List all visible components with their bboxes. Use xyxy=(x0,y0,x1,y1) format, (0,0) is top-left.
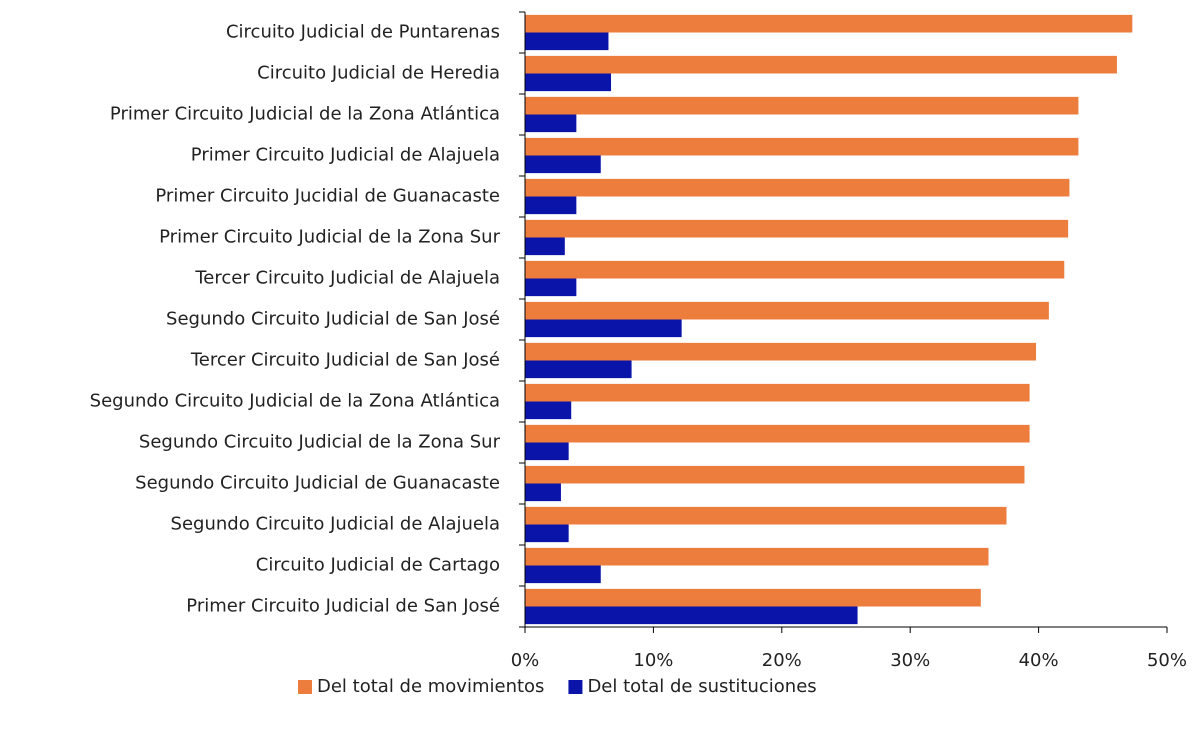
x-tick-label: 0% xyxy=(511,650,540,671)
bar xyxy=(525,178,1070,197)
y-tick-label: Segundo Circuito Judicial de San José xyxy=(166,309,500,330)
bar xyxy=(525,260,1065,279)
bar xyxy=(525,237,565,256)
legend-label: Del total de sustituciones xyxy=(587,676,816,697)
bar xyxy=(525,483,561,502)
y-tick-label: Primer Circuito Jucidial de Guanacaste xyxy=(155,186,500,207)
bar xyxy=(525,73,612,92)
bar xyxy=(525,114,577,133)
bar xyxy=(525,465,1025,484)
y-tick-label: Tercer Circuito Judicial de Alajuela xyxy=(194,268,500,289)
x-tick-label: 30% xyxy=(890,650,930,671)
bar xyxy=(525,524,569,543)
bar xyxy=(525,219,1069,238)
legend-swatch xyxy=(568,680,583,694)
bar xyxy=(525,424,1030,443)
y-tick-label: Primer Circuito Judicial de la Zona Atlá… xyxy=(110,104,500,125)
y-tick-label: Primer Circuito Judicial de San José xyxy=(186,596,500,617)
bar xyxy=(525,442,569,461)
bar xyxy=(525,14,1133,33)
x-tick-label: 10% xyxy=(633,650,673,671)
y-tick-label: Segundo Circuito Judicial de la Zona Atl… xyxy=(90,391,500,412)
y-tick-label: Circuito Judicial de Cartago xyxy=(256,555,500,576)
x-tick-label: 20% xyxy=(762,650,802,671)
x-tick-label: 40% xyxy=(1019,650,1059,671)
bar xyxy=(525,606,858,625)
bar xyxy=(525,155,601,174)
bar xyxy=(525,360,632,379)
y-tick-label: Tercer Circuito Judicial de San José xyxy=(190,350,500,371)
bar xyxy=(525,565,601,584)
y-tick-label: Circuito Judicial de Puntarenas xyxy=(226,22,500,43)
y-tick-label: Segundo Circuito Judicial de la Zona Sur xyxy=(139,432,501,453)
bar xyxy=(525,196,577,215)
bar xyxy=(525,32,609,51)
y-tick-label: Segundo Circuito Judicial de Guanacaste xyxy=(135,473,500,494)
legend-label: Del total de movimientos xyxy=(317,676,544,697)
bar xyxy=(525,383,1030,402)
y-tick-label: Primer Circuito Judicial de Alajuela xyxy=(191,145,500,166)
bar xyxy=(525,301,1049,320)
bar xyxy=(525,278,577,297)
y-tick-label: Primer Circuito Judicial de la Zona Sur xyxy=(159,227,500,248)
legend-swatch xyxy=(298,680,312,694)
bar xyxy=(525,401,572,420)
bar xyxy=(525,342,1037,361)
bar xyxy=(525,588,981,607)
bar xyxy=(525,96,1079,115)
bar xyxy=(525,319,682,338)
bar xyxy=(525,137,1079,156)
y-tick-label: Circuito Judicial de Heredia xyxy=(257,63,500,84)
bar xyxy=(525,55,1117,74)
y-tick-label: Segundo Circuito Judicial de Alajuela xyxy=(171,514,500,535)
x-tick-label: 50% xyxy=(1147,650,1187,671)
bar xyxy=(525,547,989,566)
bar xyxy=(525,506,1007,525)
